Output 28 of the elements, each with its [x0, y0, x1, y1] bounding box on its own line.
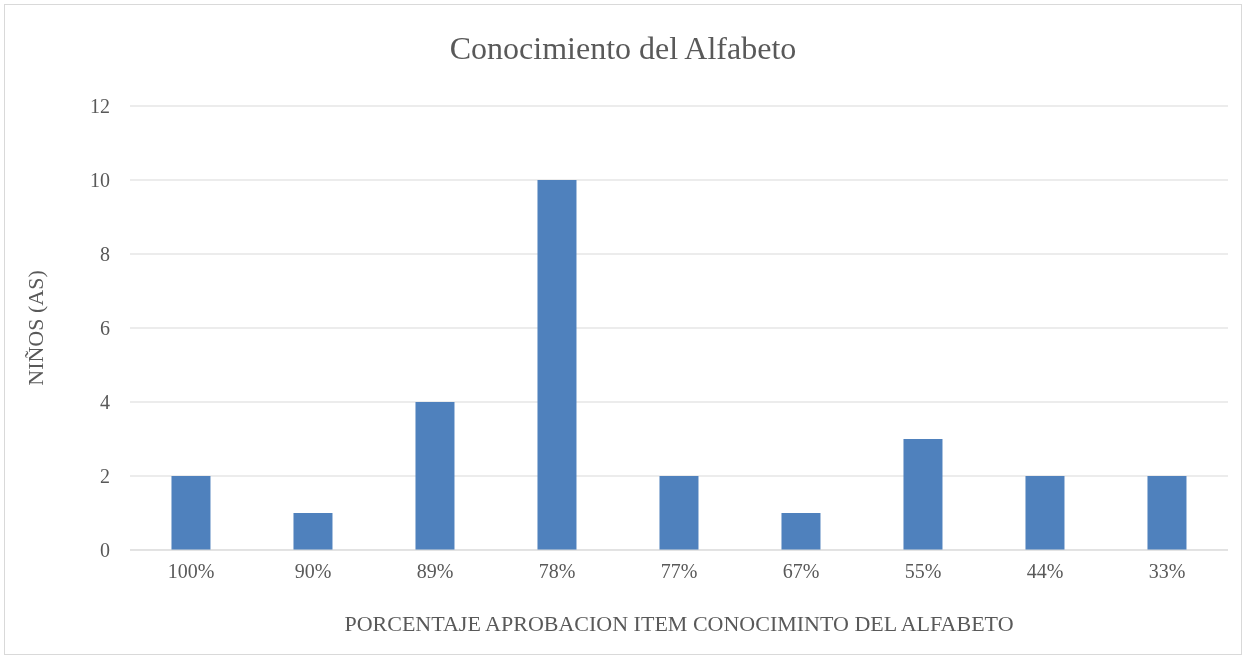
- x-tick-label: 33%: [1148, 560, 1186, 583]
- y-tick-label: 4: [100, 391, 110, 414]
- x-tick-label: 67%: [782, 560, 820, 583]
- x-tick-label: 78%: [538, 560, 576, 583]
- bar: [293, 513, 333, 550]
- y-tick-label: 12: [90, 95, 110, 118]
- y-axis-title: NIÑOS (AS): [22, 270, 48, 386]
- y-tick-label: 0: [100, 539, 110, 562]
- bar: [659, 476, 699, 550]
- x-tick-label: 44%: [1026, 560, 1064, 583]
- y-tick-label: 10: [90, 169, 110, 192]
- x-tick-label: 89%: [416, 560, 454, 583]
- bar: [781, 513, 821, 550]
- x-tick-label: 100%: [167, 560, 215, 583]
- bar: [415, 402, 455, 550]
- bar: [171, 476, 211, 550]
- bar: [1147, 476, 1187, 550]
- x-axis-title: PORCENTAJE APROBACION ITEM CONOCIMINTO DEL ALFABETO: [344, 611, 1014, 636]
- y-tick-label: 6: [100, 317, 110, 340]
- y-tick-label: 2: [100, 465, 110, 488]
- y-tick-label: 8: [100, 243, 110, 266]
- chart-title: Conocimiento del Alfabeto: [448, 30, 798, 67]
- x-tick-label: 77%: [660, 560, 698, 583]
- x-tick-label: 55%: [904, 560, 942, 583]
- bar: [1025, 476, 1065, 550]
- bar: [537, 180, 577, 550]
- x-tick-label: 90%: [294, 560, 332, 583]
- bar: [903, 439, 943, 550]
